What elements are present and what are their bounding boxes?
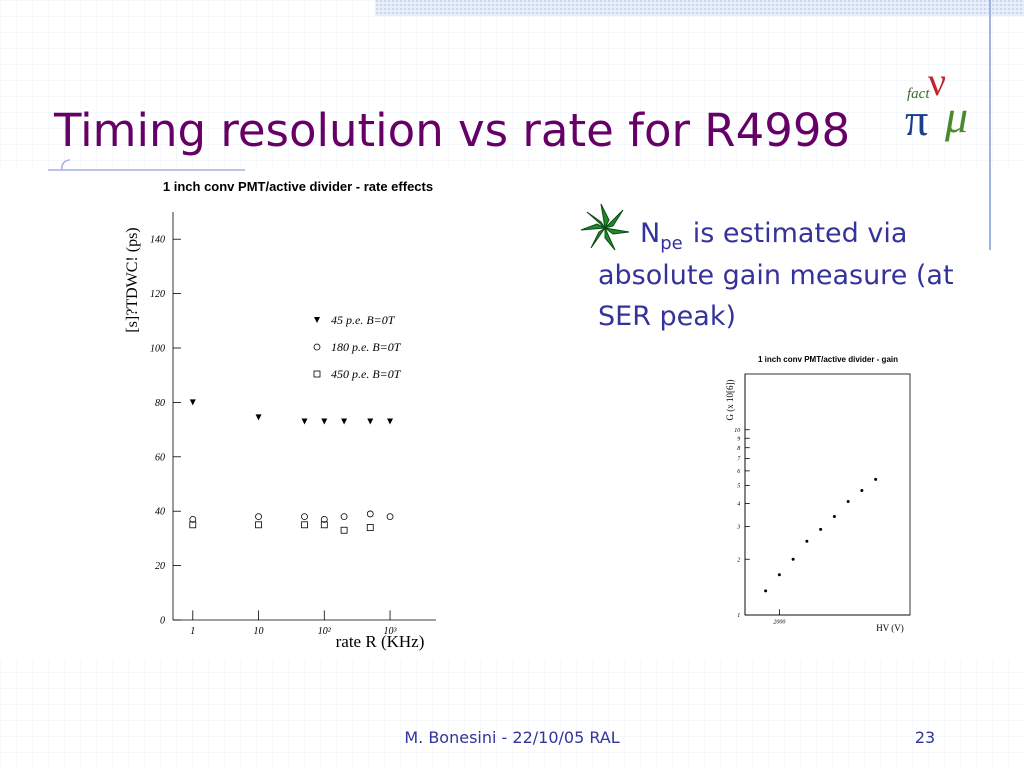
y-tick-label: 80 [155, 398, 165, 409]
chart-title: 1 inch conv PMT/active divider - rate ef… [163, 179, 433, 194]
point [255, 521, 262, 529]
point [255, 513, 262, 521]
point [189, 399, 196, 406]
point [301, 513, 308, 521]
logo-letter: ν [928, 59, 946, 104]
bullet-line: SER peak) [598, 301, 736, 332]
legend-marker [314, 317, 320, 323]
point [791, 557, 795, 561]
point [341, 418, 348, 425]
y-tick-label: 8 [737, 446, 740, 452]
charts: 1 inch conv PMT/active divider - rate ef… [118, 178, 918, 660]
x-tick-label: 2000 [773, 619, 785, 625]
page-number: 23 [915, 728, 935, 747]
point [340, 513, 348, 521]
point [189, 521, 197, 529]
point [386, 513, 394, 521]
legend-marker [313, 370, 321, 378]
y-tick-label: 0 [160, 616, 165, 627]
y-tick-label: 4 [737, 501, 740, 508]
chart-title: 1 inch conv PMT/active divider - gain [758, 355, 898, 364]
logo-letter: μ [944, 91, 968, 142]
bullet-main: N [640, 218, 660, 249]
chart: 1 inch conv PMT/active divider - gain G (… [718, 350, 918, 640]
point [777, 573, 781, 577]
y-tick-label: 5 [737, 484, 740, 490]
x-axis-label: HV (V) [876, 623, 904, 633]
point [860, 489, 864, 493]
point [366, 510, 374, 518]
legend-marker [313, 343, 321, 351]
y-axis-label: [s]?TDWC! (ps) [124, 227, 141, 332]
x-tick-label: 1 [190, 626, 195, 637]
point [819, 527, 823, 531]
y-tick-label: 40 [155, 507, 165, 518]
y-tick-label: 9 [737, 436, 740, 442]
slide-title: Timing resolution vs rate for R4998 [53, 104, 850, 157]
point [320, 521, 328, 529]
point [367, 418, 374, 425]
y-tick-label: 120 [150, 289, 165, 300]
y-tick-label: 20 [155, 561, 165, 572]
legend-label: 45 p.e. B=0T [331, 313, 396, 327]
x-tick-label: 10 [254, 626, 264, 637]
y-axis-label: G (x 10[6]) [725, 380, 735, 421]
bullet-line: is estimated via [693, 218, 908, 249]
y-tick-label: 7 [737, 457, 741, 463]
point [805, 539, 809, 543]
point [189, 515, 197, 523]
x-axis-label: rate R (KHz) [336, 632, 425, 651]
point [366, 524, 374, 531]
logo: fact π ν μ [905, 59, 968, 145]
point [321, 418, 328, 425]
y-tick-label: 10 [734, 428, 740, 434]
chart-background [718, 350, 918, 640]
title-rule [48, 159, 245, 171]
top-bar [375, 0, 1024, 16]
footer: M. Bonesini - 22/10/05 RAL [404, 728, 619, 747]
y-tick-label: 2 [737, 557, 740, 563]
point [301, 418, 308, 425]
y-tick-label: 100 [150, 344, 165, 355]
chart: 1 inch conv PMT/active divider - rate ef… [118, 178, 462, 660]
x-tick-label: 10³ [384, 626, 398, 637]
point [832, 515, 836, 519]
chart-background [118, 178, 462, 660]
y-tick-label: 140 [150, 235, 165, 246]
legend-label: 450 p.e. B=0T [331, 367, 402, 381]
y-tick-label: 1 [737, 613, 740, 619]
bullet-line: absolute gain measure (at [598, 260, 954, 291]
logo-letter: π [905, 94, 928, 145]
y-tick-label: 3 [736, 525, 740, 531]
point [255, 414, 262, 421]
point [874, 477, 878, 481]
y-tick-label: 60 [155, 452, 165, 463]
point [301, 521, 308, 529]
point [340, 526, 348, 534]
x-tick-label: 10² [318, 626, 332, 637]
bullet-icon [580, 203, 630, 251]
y-tick-label: 6 [737, 469, 740, 475]
bullet-text: Npe is estimated via [640, 218, 907, 254]
logo-text: fact [907, 86, 930, 102]
point [846, 499, 850, 503]
point [320, 515, 328, 523]
point [387, 418, 394, 425]
bullet-subscript: pe [660, 233, 683, 254]
legend-label: 180 p.e. B=0T [331, 340, 402, 354]
point [764, 589, 768, 593]
